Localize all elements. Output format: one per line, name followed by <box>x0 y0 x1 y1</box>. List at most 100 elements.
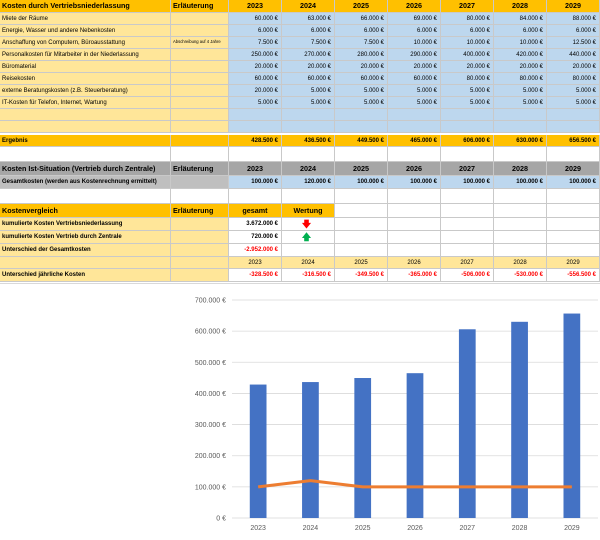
cost-cell[interactable]: 250.000 € <box>229 49 282 61</box>
cost-cell[interactable]: 6.000 € <box>282 25 335 37</box>
year-header[interactable]: 2029 <box>547 257 600 269</box>
cell[interactable] <box>441 231 494 244</box>
year-header[interactable]: 2026 <box>388 162 441 176</box>
cost-cell[interactable]: 10.000 € <box>494 37 547 49</box>
ergebnis-cell[interactable]: 436.500 € <box>282 135 335 147</box>
year-header[interactable]: 2023 <box>229 162 282 176</box>
cost-label[interactable]: Miete der Räume <box>0 13 171 25</box>
cell[interactable] <box>547 244 600 257</box>
section-title[interactable]: Kosten durch Vertriebsniederlassung <box>0 0 171 13</box>
cost-cell[interactable] <box>229 109 282 121</box>
cell[interactable] <box>388 204 441 218</box>
ist-cell[interactable]: 100.000 € <box>229 176 282 189</box>
ergebnis-cell[interactable]: 465.000 € <box>388 135 441 147</box>
cost-cell[interactable]: 5.000 € <box>441 97 494 109</box>
cost-note[interactable] <box>171 97 229 109</box>
cost-label[interactable] <box>0 121 171 133</box>
cost-cell[interactable]: 7.500 € <box>335 37 388 49</box>
cost-label[interactable]: IT-Kosten für Telefon, Internet, Wartung <box>0 97 171 109</box>
cell[interactable] <box>388 189 441 204</box>
cell[interactable] <box>335 231 388 244</box>
cell[interactable] <box>441 218 494 231</box>
cost-note[interactable] <box>171 73 229 85</box>
ist-title[interactable]: Kosten Ist-Situation (Vertrieb durch Zen… <box>0 162 171 176</box>
cost-cell[interactable]: 20.000 € <box>494 61 547 73</box>
cost-cell[interactable] <box>229 121 282 133</box>
cost-cell[interactable]: 6.000 € <box>441 25 494 37</box>
cell[interactable] <box>229 189 282 204</box>
cell[interactable] <box>335 189 388 204</box>
wertung-header[interactable]: Wertung <box>282 204 335 218</box>
wertung-cell[interactable]: 🡅 <box>282 231 335 244</box>
cost-note[interactable] <box>171 85 229 97</box>
cell[interactable] <box>547 231 600 244</box>
wertung-cell[interactable]: 🡇 <box>282 218 335 231</box>
cost-cell[interactable]: 5.000 € <box>282 85 335 97</box>
cost-cell[interactable]: 5.000 € <box>388 85 441 97</box>
cost-cell[interactable]: 6.000 € <box>388 25 441 37</box>
ist-cell[interactable]: 100.000 € <box>547 176 600 189</box>
cost-cell[interactable] <box>547 109 600 121</box>
cell[interactable] <box>171 257 229 269</box>
year-header[interactable]: 2027 <box>441 0 494 13</box>
vergleich-label[interactable]: kumulierte Kosten Vertriebsniederlassung <box>0 218 171 231</box>
cost-cell[interactable]: 420.000 € <box>494 49 547 61</box>
cell[interactable] <box>282 147 335 162</box>
cost-cell[interactable]: 80.000 € <box>441 73 494 85</box>
ist-label[interactable]: Gesamtkosten (werden aus Kostenrechnung … <box>0 176 171 189</box>
cost-cell[interactable]: 60.000 € <box>229 73 282 85</box>
cell[interactable] <box>494 147 547 162</box>
year-header[interactable]: 2028 <box>494 257 547 269</box>
cost-cell[interactable]: 20.000 € <box>282 61 335 73</box>
cell[interactable] <box>171 218 229 231</box>
jaehrlich-cell[interactable]: -556.500 € <box>547 269 600 282</box>
cell[interactable] <box>441 147 494 162</box>
cost-cell[interactable]: 7.500 € <box>229 37 282 49</box>
year-header[interactable]: 2027 <box>441 257 494 269</box>
cost-cell[interactable]: 6.000 € <box>547 25 600 37</box>
cost-cell[interactable] <box>441 109 494 121</box>
ist-cell[interactable]: 100.000 € <box>441 176 494 189</box>
jaehrlich-cell[interactable]: -328.500 € <box>229 269 282 282</box>
cell[interactable] <box>494 231 547 244</box>
cost-cell[interactable] <box>335 121 388 133</box>
cost-cell[interactable]: 80.000 € <box>494 73 547 85</box>
cell[interactable] <box>335 244 388 257</box>
cost-cell[interactable]: 5.000 € <box>335 85 388 97</box>
cell[interactable] <box>441 204 494 218</box>
cost-label[interactable]: Anschaffung von Computern, Büroausstattu… <box>0 37 171 49</box>
jaehrlich-cell[interactable]: -349.500 € <box>335 269 388 282</box>
cost-cell[interactable]: 20.000 € <box>441 61 494 73</box>
cell[interactable] <box>494 244 547 257</box>
cell[interactable] <box>0 189 171 204</box>
cost-cell[interactable]: 7.500 € <box>282 37 335 49</box>
cost-cell[interactable]: 5.000 € <box>282 97 335 109</box>
cost-cell[interactable]: 6.000 € <box>229 25 282 37</box>
cost-label[interactable]: Energie, Wasser und andere Nebenkosten <box>0 25 171 37</box>
cost-cell[interactable]: 5.000 € <box>547 85 600 97</box>
year-header[interactable]: 2027 <box>441 162 494 176</box>
ergebnis-cell[interactable]: 428.500 € <box>229 135 282 147</box>
cell[interactable] <box>547 189 600 204</box>
cost-cell[interactable]: 20.000 € <box>547 61 600 73</box>
cost-cell[interactable]: 5.000 € <box>494 97 547 109</box>
cell[interactable] <box>335 147 388 162</box>
ergebnis-cell[interactable]: 606.000 € <box>441 135 494 147</box>
cost-note[interactable] <box>171 61 229 73</box>
cell[interactable] <box>547 147 600 162</box>
jaehrlich-cell[interactable]: -530.000 € <box>494 269 547 282</box>
cost-cell[interactable]: 20.000 € <box>388 61 441 73</box>
cost-label[interactable] <box>0 109 171 121</box>
cost-cell[interactable] <box>494 109 547 121</box>
year-header[interactable]: 2023 <box>229 257 282 269</box>
cost-cell[interactable]: 6.000 € <box>335 25 388 37</box>
cost-cell[interactable]: 280.000 € <box>335 49 388 61</box>
cell[interactable] <box>547 204 600 218</box>
cell[interactable] <box>335 204 388 218</box>
vergleich-label[interactable]: kumulierte Kosten Vertrieb durch Zentral… <box>0 231 171 244</box>
cost-label[interactable]: Büromaterial <box>0 61 171 73</box>
cell[interactable] <box>335 218 388 231</box>
wertung-cell[interactable] <box>282 244 335 257</box>
cell[interactable] <box>547 218 600 231</box>
cost-cell[interactable]: 20.000 € <box>229 61 282 73</box>
